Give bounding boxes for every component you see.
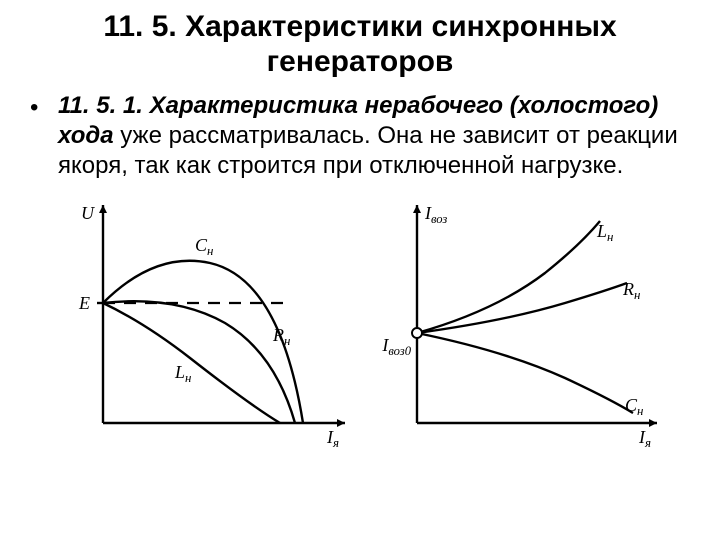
svg-text:Iвоз0: Iвоз0 bbox=[381, 335, 411, 358]
svg-text:Rн: Rн bbox=[272, 325, 290, 348]
charts-row: U Iя E Cн Rн Lн Iвоз Iя Iвоз0 Lн Rн Cн bbox=[30, 193, 690, 453]
svg-text:Iвоз: Iвоз bbox=[424, 203, 447, 226]
svg-text:Cн: Cн bbox=[195, 235, 213, 258]
paragraph-text: 11. 5. 1. Характеристика нерабочего (хол… bbox=[58, 91, 690, 181]
svg-text:Iя: Iя bbox=[326, 427, 339, 450]
chart-right: Iвоз Iя Iвоз0 Lн Rн Cн bbox=[365, 193, 665, 453]
chart-left: U Iя E Cн Rн Lн bbox=[55, 193, 355, 453]
svg-text:Lн: Lн bbox=[596, 221, 613, 244]
svg-text:U: U bbox=[81, 203, 95, 223]
svg-text:Cн: Cн bbox=[625, 395, 643, 418]
bullet-glyph: • bbox=[30, 91, 58, 123]
svg-text:E: E bbox=[78, 293, 90, 313]
body-paragraph: • 11. 5. 1. Характеристика нерабочего (х… bbox=[30, 91, 690, 181]
slide-title: 11. 5. Характеристики синхронных генерат… bbox=[30, 10, 690, 79]
paragraph-rest: уже рассматривалась. Она не зависит от р… bbox=[58, 122, 678, 179]
svg-text:Iя: Iя bbox=[638, 427, 651, 450]
svg-text:Rн: Rн bbox=[622, 279, 640, 302]
svg-text:Lн: Lн bbox=[174, 362, 191, 385]
